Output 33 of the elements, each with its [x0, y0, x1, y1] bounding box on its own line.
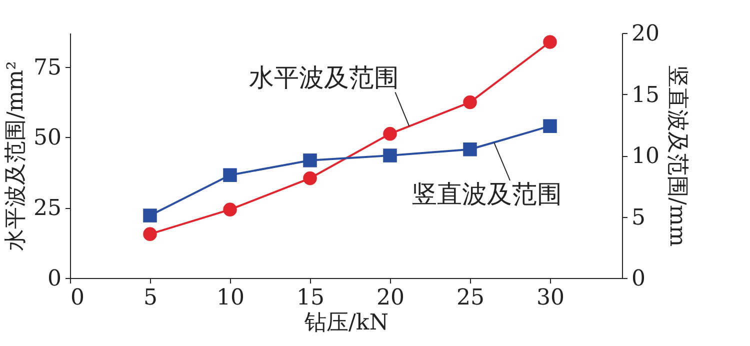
series-label: 竖直波及范围	[412, 179, 562, 208]
x-tick-label: 15	[296, 286, 324, 310]
y-tick-label: 50	[34, 126, 62, 151]
y2-tick-label: 10	[632, 144, 660, 169]
x-tick-label: 0	[70, 286, 84, 310]
point	[463, 95, 477, 110]
point	[383, 148, 397, 162]
y-tick-label: 25	[34, 196, 62, 222]
y-axis-title: 水平波及范围/mm²	[4, 61, 29, 251]
y2-tick-label: 0	[632, 266, 646, 292]
point	[223, 202, 237, 216]
series-label: 水平波及范围	[249, 63, 400, 92]
point	[543, 35, 557, 49]
y2-tick-label: 20	[632, 22, 660, 46]
point	[303, 171, 317, 186]
point	[223, 168, 237, 182]
point	[143, 227, 157, 241]
y-tick-label: 75	[34, 55, 62, 80]
y2-tick-label: 15	[632, 82, 660, 108]
point	[463, 142, 477, 156]
y2-tick-label: 5	[632, 205, 646, 230]
x-tick-label: 30	[536, 286, 564, 310]
point	[303, 154, 317, 168]
y2-axis-title: 竖直波及范围/mm	[664, 65, 690, 247]
x-axis-title: 钻压/kN	[304, 310, 388, 336]
point	[143, 208, 157, 222]
x-tick-label: 20	[376, 286, 404, 310]
x-tick-label: 10	[216, 286, 244, 310]
point	[543, 119, 557, 133]
x-tick-label: 5	[144, 286, 158, 310]
point	[383, 126, 397, 141]
y-tick-label: 0	[48, 266, 62, 292]
x-tick-label: 25	[456, 286, 484, 310]
